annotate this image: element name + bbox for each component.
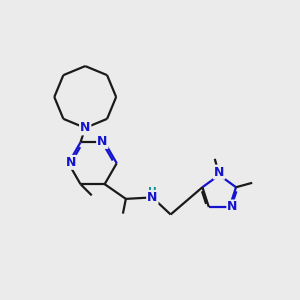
Text: H: H	[148, 187, 157, 196]
Text: N: N	[227, 200, 238, 214]
Text: N: N	[66, 156, 76, 169]
Text: N: N	[97, 135, 107, 148]
Text: N: N	[214, 166, 224, 178]
Text: N: N	[147, 191, 158, 204]
Text: N: N	[80, 122, 90, 134]
